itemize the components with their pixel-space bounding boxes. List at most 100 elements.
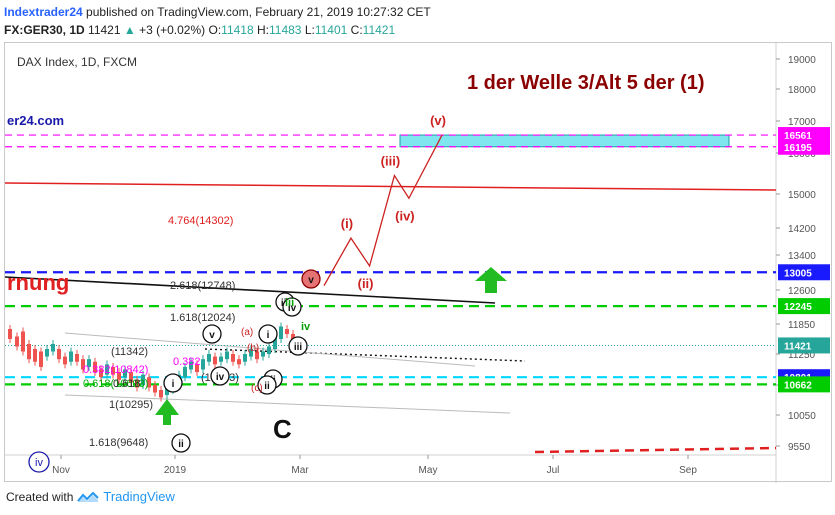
candle-body bbox=[261, 351, 265, 357]
price-scale-label: 11421 bbox=[784, 341, 812, 352]
candle-body bbox=[15, 336, 19, 347]
change-value: +3 (+0.02%) bbox=[139, 23, 206, 37]
fib-label: 2.618(12748) bbox=[170, 280, 235, 292]
wave-label-red: (b) bbox=[247, 343, 259, 354]
wave-label-red: (a) bbox=[241, 327, 253, 338]
wave-label: i bbox=[172, 379, 175, 390]
candle-body bbox=[237, 359, 241, 365]
candle-body bbox=[45, 349, 49, 357]
candle-body bbox=[183, 366, 187, 378]
wave-label-large: C bbox=[273, 414, 292, 444]
wave-circle-red bbox=[301, 269, 321, 289]
candle-body bbox=[165, 387, 169, 395]
x-tick-label: Sep bbox=[679, 465, 697, 476]
candle-body bbox=[27, 344, 31, 360]
black-trend-line bbox=[5, 276, 496, 304]
candle-body bbox=[141, 374, 145, 385]
price-scale-label-bg bbox=[778, 298, 830, 315]
wave-label: ii bbox=[264, 381, 270, 392]
red-trend-line bbox=[5, 182, 777, 191]
price-scale-label-bg bbox=[778, 264, 830, 281]
y-tick-label: 14200 bbox=[788, 224, 816, 235]
wave-label: ii bbox=[178, 439, 184, 450]
wave-label-red: v bbox=[308, 275, 314, 286]
candle-body bbox=[93, 361, 97, 373]
projection-path bbox=[323, 134, 443, 286]
wave-label: iv bbox=[288, 303, 297, 314]
candle-body bbox=[147, 377, 151, 388]
wave-circle bbox=[202, 324, 222, 344]
ohlc-line: FX:GER30, 1D 11421 ▲ +3 (+0.02%) O:11418… bbox=[4, 23, 395, 37]
y-tick-label: 13400 bbox=[788, 251, 816, 262]
projection-wave-label: (iii) bbox=[381, 154, 401, 169]
candle-body bbox=[63, 356, 67, 365]
candle-body bbox=[231, 354, 235, 362]
chart-canvas[interactable]: 1900018000170001600015000142001340012600… bbox=[5, 43, 833, 483]
x-tick-label: Jul bbox=[547, 465, 560, 476]
x-tick-label: 2019 bbox=[164, 465, 187, 476]
dotted-trend-line bbox=[204, 348, 526, 362]
candle-body bbox=[51, 344, 55, 352]
candle-body bbox=[207, 354, 211, 362]
low-value: 11401 bbox=[314, 23, 348, 37]
wave-circle bbox=[210, 366, 230, 386]
wave-label: i bbox=[267, 330, 270, 341]
green-up-arrow-icon bbox=[475, 267, 507, 293]
fib-label: (11342) bbox=[111, 346, 148, 358]
footer: Created with TradingView bbox=[6, 489, 175, 504]
price-scale-label: 10662 bbox=[784, 380, 812, 391]
price-scale-label-bg bbox=[778, 337, 830, 354]
candle-body bbox=[249, 349, 253, 357]
wave-circle bbox=[288, 336, 308, 356]
candle-body bbox=[267, 346, 271, 354]
candle-body bbox=[99, 369, 103, 378]
wave-label-red: (c) bbox=[251, 383, 263, 394]
candle-body bbox=[69, 351, 73, 362]
candle-body bbox=[279, 326, 283, 339]
low-label: L: bbox=[304, 23, 315, 37]
high-value: 11483 bbox=[269, 23, 302, 37]
wave-circle bbox=[258, 324, 278, 344]
watermark-text: er24.com bbox=[7, 113, 64, 128]
candle-body bbox=[243, 354, 247, 362]
candle-body bbox=[273, 336, 277, 349]
red-dashed-bottom-line bbox=[534, 446, 777, 454]
candle-body bbox=[129, 372, 133, 383]
y-tick-label: 18000 bbox=[788, 85, 816, 96]
y-tick-label: 10050 bbox=[788, 411, 816, 422]
warning-text: rnung bbox=[7, 270, 69, 295]
price-scale-label-bg bbox=[778, 138, 830, 155]
wave-label-blue: iv bbox=[35, 457, 43, 469]
open-value: 11418 bbox=[221, 23, 254, 37]
tradingview-logo-icon bbox=[77, 491, 100, 502]
candle-body bbox=[111, 366, 115, 375]
close-label: C: bbox=[350, 23, 363, 37]
created-with-label: Created with bbox=[6, 489, 74, 504]
candle-body bbox=[195, 364, 199, 373]
symbol-label: FX:GER30, 1D bbox=[4, 23, 85, 37]
projection-wave-label: (i) bbox=[341, 216, 353, 231]
candle-body bbox=[21, 331, 25, 352]
wave-circle bbox=[282, 297, 302, 317]
candle-body bbox=[153, 385, 157, 393]
chart-panel[interactable]: 1900018000170001600015000142001340012600… bbox=[4, 42, 833, 483]
green-up-arrow-icon bbox=[155, 399, 179, 425]
grey-channel-lower bbox=[64, 394, 511, 414]
wave-label: iv bbox=[216, 372, 225, 383]
tradingview-brand[interactable]: TradingView bbox=[103, 489, 175, 504]
price-scale-label: 16195 bbox=[784, 143, 812, 154]
publisher-name[interactable]: Indextrader24 bbox=[4, 5, 83, 19]
fib-label: 1.618(9648) bbox=[89, 437, 148, 449]
publish-line: Indextrader24 published on TradingView.c… bbox=[4, 5, 431, 19]
candle-body bbox=[8, 329, 12, 339]
price-scale-label: 16561 bbox=[784, 131, 812, 142]
chart-label: DAX Index, 1D, FXCM bbox=[17, 55, 137, 69]
wave-label: v bbox=[209, 330, 215, 341]
x-tick-label: Mar bbox=[291, 465, 309, 476]
fib-label: 4.764(14302) bbox=[168, 215, 233, 227]
fib-label: 0.618(10693) bbox=[83, 378, 148, 390]
wave-circle bbox=[163, 373, 183, 393]
y-tick-label: 9550 bbox=[788, 442, 811, 453]
y-tick-label: 15000 bbox=[788, 190, 816, 201]
wave-circle-blue bbox=[28, 451, 50, 473]
